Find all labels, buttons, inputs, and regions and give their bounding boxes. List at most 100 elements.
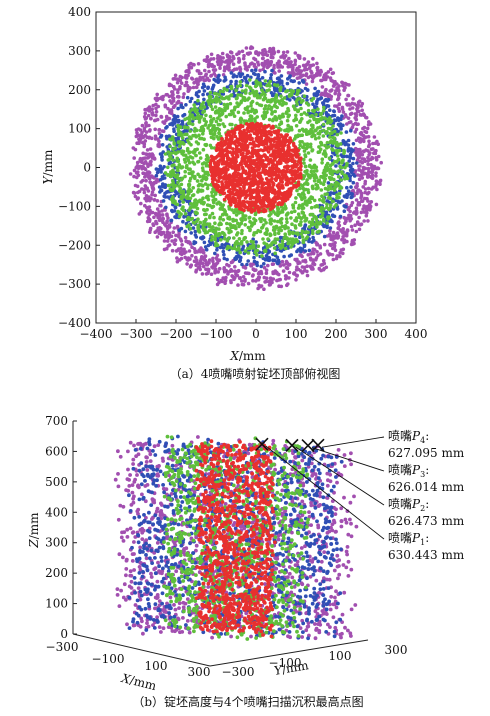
data-point xyxy=(306,108,311,113)
data-point xyxy=(319,175,323,179)
data-point xyxy=(359,104,364,108)
data-point xyxy=(180,122,185,126)
data-point xyxy=(194,263,198,268)
data-point xyxy=(354,210,358,215)
data-point xyxy=(162,165,166,169)
data-point xyxy=(256,271,261,276)
data-point xyxy=(357,227,362,232)
data-point xyxy=(260,56,265,61)
data-point xyxy=(277,80,281,84)
data-point xyxy=(201,147,206,152)
data-point xyxy=(274,163,279,168)
data-point xyxy=(188,113,193,117)
data-point xyxy=(344,205,348,209)
data-point xyxy=(174,233,178,238)
data-point xyxy=(322,234,327,239)
data-point xyxy=(261,97,266,102)
data-point xyxy=(278,88,283,92)
data-point xyxy=(159,114,163,119)
data-point xyxy=(156,104,161,109)
data-point xyxy=(333,159,337,164)
series-4-points-a xyxy=(208,121,303,214)
data-point xyxy=(214,243,218,248)
data-point xyxy=(295,265,299,270)
data-point xyxy=(209,272,214,277)
data-point xyxy=(136,166,141,171)
data-point xyxy=(326,145,331,149)
data-point xyxy=(196,62,201,66)
data-point xyxy=(229,93,234,97)
data-point xyxy=(234,79,238,84)
data-point xyxy=(294,117,299,122)
data-point xyxy=(299,220,303,224)
data-point xyxy=(268,276,273,281)
data-point xyxy=(163,208,167,212)
data-point xyxy=(267,184,272,188)
data-point xyxy=(246,281,251,286)
data-point xyxy=(325,221,329,225)
data-point xyxy=(269,59,274,64)
data-point xyxy=(237,237,242,241)
data-point xyxy=(322,77,326,82)
data-point xyxy=(326,181,331,185)
data-point xyxy=(266,59,270,63)
data-point xyxy=(355,153,359,157)
data-point xyxy=(218,89,223,94)
data-point xyxy=(157,128,161,132)
data-point xyxy=(225,95,229,100)
data-point xyxy=(254,240,258,244)
data-point xyxy=(178,251,183,256)
data-point xyxy=(170,164,174,168)
data-point xyxy=(153,127,157,132)
data-point xyxy=(167,231,172,235)
data-point xyxy=(185,163,189,168)
data-point xyxy=(291,104,296,108)
data-point xyxy=(285,283,289,288)
data-point xyxy=(285,81,290,86)
data-point xyxy=(241,167,245,171)
data-point xyxy=(285,111,289,116)
data-point xyxy=(197,151,202,155)
data-point xyxy=(181,200,185,204)
data-point xyxy=(323,213,327,218)
data-point xyxy=(275,99,280,103)
data-point xyxy=(300,89,304,93)
data-point xyxy=(189,264,193,268)
data-point xyxy=(284,101,288,106)
data-point xyxy=(335,86,339,90)
data-point xyxy=(137,140,142,144)
data-point xyxy=(362,219,367,223)
data-point xyxy=(295,102,299,106)
data-point xyxy=(171,173,175,177)
data-point xyxy=(244,131,249,135)
data-point xyxy=(154,102,158,107)
data-point xyxy=(223,281,227,286)
data-point xyxy=(253,84,258,89)
data-point xyxy=(225,66,230,71)
data-point xyxy=(199,71,203,76)
data-point xyxy=(352,102,357,106)
data-point xyxy=(193,249,197,254)
data-point xyxy=(205,230,210,234)
data-point xyxy=(242,53,246,58)
data-point xyxy=(304,146,309,151)
data-point xyxy=(252,171,257,176)
data-point xyxy=(189,96,194,101)
data-point xyxy=(254,136,259,141)
data-point xyxy=(287,276,291,280)
data-point xyxy=(292,271,296,276)
data-point xyxy=(148,228,153,232)
data-point xyxy=(198,174,202,179)
data-point xyxy=(220,161,225,166)
data-point xyxy=(175,94,180,99)
data-point xyxy=(356,203,360,207)
data-point xyxy=(348,218,352,222)
data-point xyxy=(181,205,185,209)
data-point xyxy=(304,216,308,221)
data-point xyxy=(336,106,341,111)
data-point xyxy=(202,109,207,114)
data-point xyxy=(368,204,373,209)
data-point xyxy=(250,68,254,73)
data-point xyxy=(237,242,242,246)
data-point xyxy=(177,199,182,204)
